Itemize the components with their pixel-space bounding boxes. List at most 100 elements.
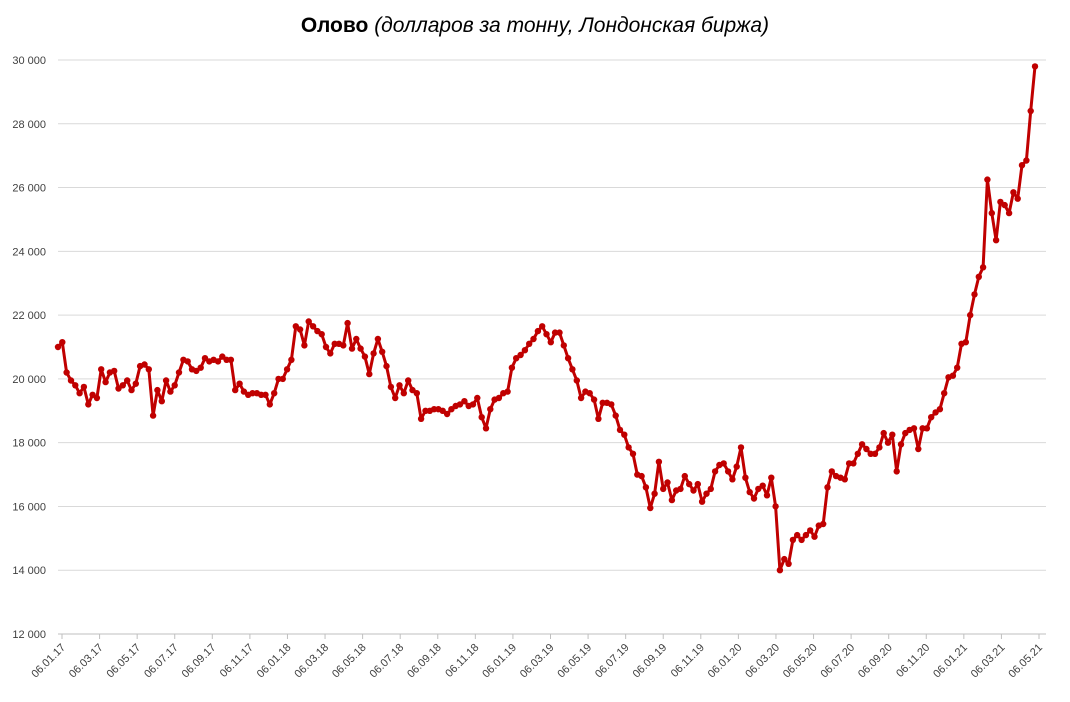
data-point [59, 339, 66, 346]
data-point [158, 398, 165, 405]
y-tick-label: 18 000 [12, 438, 46, 450]
data-point [954, 364, 961, 371]
data-point [560, 342, 567, 349]
data-point [149, 412, 157, 419]
data-point [616, 426, 624, 434]
data-point [443, 410, 451, 418]
data-point [854, 450, 861, 457]
y-tick-label: 16 000 [12, 501, 46, 513]
data-point [513, 355, 520, 362]
data-point [586, 390, 593, 397]
data-point [305, 318, 312, 325]
data-point [387, 383, 395, 391]
data-point [98, 366, 105, 373]
data-point [279, 375, 286, 383]
data-point [361, 353, 369, 360]
x-tick-label: 06.05.20 [781, 642, 820, 681]
data-point [884, 439, 892, 446]
data-point [612, 412, 619, 419]
data-point [119, 382, 127, 389]
data-point [556, 329, 563, 336]
data-point [1005, 209, 1013, 217]
data-point [534, 327, 542, 335]
series-line [56, 66, 1037, 572]
x-tick-label: 06.09.18 [405, 642, 444, 681]
data-point [474, 394, 481, 402]
data-point [984, 176, 991, 183]
x-tick-label: 06.01.20 [706, 642, 745, 681]
data-point [1010, 189, 1017, 196]
data-point [988, 209, 995, 217]
data-point [664, 479, 671, 486]
data-point [547, 339, 554, 346]
data-point [850, 460, 857, 467]
data-point [508, 364, 516, 371]
data-point [707, 485, 714, 493]
data-point [154, 386, 161, 394]
data-point [318, 331, 325, 338]
data-point [392, 394, 399, 402]
data-point [759, 482, 766, 489]
data-point [141, 361, 148, 368]
data-point [820, 520, 827, 528]
y-tick-label: 28 000 [12, 119, 46, 131]
data-point [171, 382, 178, 389]
data-point [54, 343, 62, 351]
data-point [781, 555, 788, 563]
x-tick-label: 06.03.20 [743, 642, 782, 681]
data-point [928, 414, 935, 421]
x-tick-label: 06.11.17 [218, 642, 256, 680]
data-point [590, 396, 598, 403]
data-point [63, 369, 70, 376]
data-point [971, 291, 978, 298]
data-point [517, 351, 524, 359]
data-point [577, 394, 585, 402]
x-tick-label: 06.07.19 [593, 642, 632, 681]
data-point [677, 485, 684, 493]
data-point [668, 496, 676, 504]
data-point [642, 484, 650, 491]
data-point [729, 476, 736, 483]
data-point [910, 425, 918, 432]
data-point [1001, 201, 1008, 209]
data-point [941, 390, 948, 397]
data-point [400, 390, 407, 397]
y-tick-label: 22 000 [12, 310, 46, 322]
data-point [949, 372, 957, 379]
chart-subtitle: (долларов за тонну, Лондонская биржа) [374, 14, 770, 37]
data-point [162, 377, 170, 384]
y-tick-label: 30 000 [12, 55, 46, 67]
data-point [967, 311, 974, 319]
y-tick-label: 20 000 [12, 374, 46, 386]
data-point [863, 445, 870, 453]
data-point [962, 339, 969, 346]
data-point [111, 367, 118, 375]
x-tick-label: 06.03.18 [292, 642, 331, 681]
data-point [374, 335, 382, 343]
data-point [296, 326, 304, 333]
data-point [625, 444, 632, 451]
x-tick-label: 06.03.21 [969, 642, 1008, 681]
data-point [80, 383, 88, 391]
data-point [469, 401, 477, 408]
data-point [495, 394, 503, 402]
data-point [521, 347, 529, 354]
data-point [733, 463, 740, 470]
data-point [124, 377, 131, 384]
data-point [638, 472, 645, 480]
data-point [923, 425, 931, 432]
data-point [763, 492, 771, 499]
x-tick-label: 06.09.17 [180, 642, 219, 681]
data-point [737, 444, 745, 451]
data-point [271, 390, 278, 397]
data-point [711, 468, 719, 475]
data-point [858, 441, 866, 448]
data-point [694, 480, 701, 488]
data-point [876, 444, 883, 451]
data-point [366, 370, 373, 378]
data-point [370, 350, 377, 357]
data-point [789, 536, 797, 544]
data-point [197, 364, 204, 371]
data-point [132, 380, 139, 387]
